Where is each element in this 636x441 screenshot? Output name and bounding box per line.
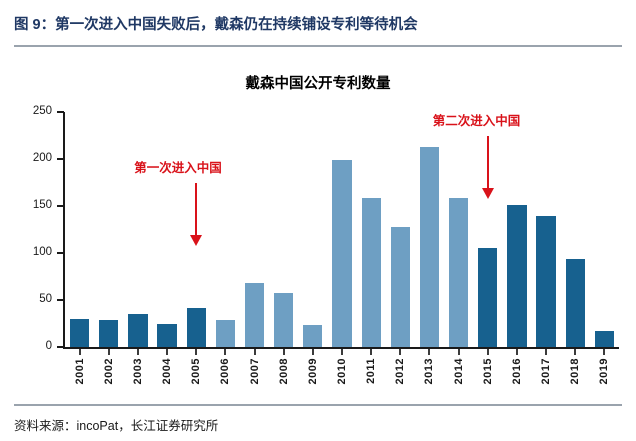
bar-2012	[390, 226, 410, 347]
x-tick-mark	[603, 349, 606, 355]
x-tick-mark	[370, 349, 373, 355]
x-tick-label-2011: 2011	[365, 358, 378, 384]
x-axis-line	[63, 347, 619, 349]
x-tick-mark	[166, 349, 169, 355]
y-tick-label: 100	[32, 246, 52, 258]
x-tick-label-2010: 2010	[336, 358, 348, 385]
y-tick-label: 50	[39, 293, 52, 305]
bar-2016	[507, 205, 527, 347]
x-tick-label-2004: 2004	[161, 358, 174, 385]
x-tick-mark	[574, 349, 577, 355]
x-tick-label-2007: 2007	[248, 358, 261, 385]
annotation-label-2: 第二次进入中国	[432, 114, 521, 128]
x-tick-label-2016: 2016	[510, 358, 523, 385]
y-tick-label: 250	[32, 105, 52, 117]
x-tick-mark	[311, 349, 314, 355]
bar-2013	[419, 146, 440, 347]
x-tick-mark	[78, 349, 81, 355]
y-tick-label: 150	[32, 199, 52, 211]
bar-2005	[186, 307, 206, 347]
x-tick-mark	[253, 349, 256, 355]
y-tick-mark	[57, 346, 64, 348]
y-tick-mark	[57, 111, 64, 113]
x-tick-label-2019: 2019	[598, 358, 611, 385]
bar-2001	[69, 318, 90, 347]
x-tick-label-2009: 2009	[306, 358, 319, 385]
x-tick-label-2018: 2018	[569, 358, 582, 385]
y-tick-label: 200	[32, 152, 52, 164]
bar-2010	[332, 159, 352, 347]
x-tick-mark	[457, 349, 460, 355]
annotation-label-1: 第一次进入中国	[134, 161, 222, 175]
bar-2003	[128, 314, 148, 347]
x-tick-mark	[399, 349, 402, 355]
bar-series	[69, 146, 615, 347]
x-tick-label-2008: 2008	[277, 358, 290, 385]
annotation-arrow-head-1	[190, 235, 203, 246]
x-tick-mark	[515, 349, 518, 355]
x-tick-label-2017: 2017	[540, 358, 553, 385]
y-tick-label: 0	[45, 340, 52, 352]
bar-2002	[99, 319, 119, 347]
x-tick-label-2001: 2001	[73, 358, 86, 385]
x-tick-label-2013: 2013	[423, 358, 436, 385]
bar-2017	[536, 216, 556, 347]
bar-2006	[215, 319, 235, 347]
y-tick-mark	[57, 158, 64, 160]
bar-2009	[303, 325, 323, 347]
bar-2018	[565, 258, 585, 347]
source-note: 资料来源：incoPat，长江证券研究所	[14, 419, 219, 433]
x-tick-mark	[224, 349, 227, 355]
bar-2004	[157, 324, 177, 347]
bar-2008	[274, 293, 294, 347]
x-tick-label-2003: 2003	[131, 358, 144, 385]
footer-divider	[14, 404, 622, 406]
figure-header: 图 9：第一次进入中国失败后，戴森仍在持续铺设专利等待机会	[0, 0, 636, 47]
x-tick-mark	[107, 349, 110, 355]
bar-2015	[478, 248, 498, 347]
x-tick-label-2002: 2002	[102, 358, 115, 385]
x-tick-label-2015: 2015	[481, 358, 494, 385]
annotation-arrow-shaft-2	[486, 136, 489, 188]
annotation-arrow-shaft-1	[195, 183, 198, 235]
figure-header-title: 图 9：第一次进入中国失败后，戴森仍在持续铺设专利等待机会	[14, 17, 418, 33]
chart-title: 戴森中国公开专利数量	[245, 76, 391, 92]
bar-2019	[594, 331, 615, 347]
x-tick-mark	[341, 349, 343, 355]
y-tick-mark	[57, 252, 64, 254]
y-tick-mark	[57, 299, 64, 301]
x-tick-mark	[428, 349, 431, 355]
x-tick-mark	[545, 349, 548, 355]
x-tick-mark	[486, 349, 489, 355]
x-tick-label-2005: 2005	[190, 358, 203, 385]
header-divider	[14, 45, 622, 47]
x-tick-label-2006: 2006	[219, 358, 232, 385]
bar-2014	[449, 197, 469, 347]
x-tick-mark	[136, 349, 139, 355]
annotation-arrow-head-2	[481, 188, 494, 199]
bar-2011	[361, 197, 381, 347]
x-tick-mark	[282, 349, 285, 355]
x-tick-label-2012: 2012	[394, 358, 407, 385]
x-tick-label-2014: 2014	[452, 358, 465, 385]
bar-2007	[244, 283, 265, 347]
y-axis-line	[63, 112, 65, 348]
x-tick-mark	[195, 349, 198, 355]
y-tick-mark	[57, 205, 64, 207]
